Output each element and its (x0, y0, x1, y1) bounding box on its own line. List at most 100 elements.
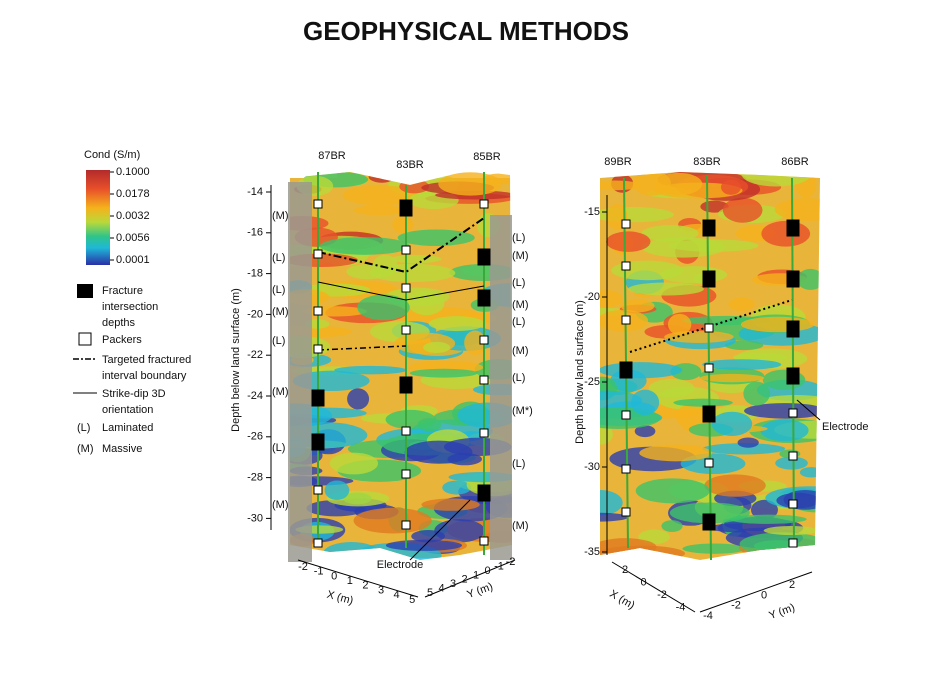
packer-marker (621, 464, 631, 474)
blob (334, 365, 407, 375)
blob (739, 532, 820, 556)
legend-text: Laminated (102, 422, 153, 434)
blob (600, 545, 686, 560)
blob (329, 452, 379, 475)
blob (438, 172, 503, 196)
lithology-label: (M) (272, 306, 289, 318)
blob (353, 205, 406, 216)
lithology-label: (M) (272, 210, 289, 222)
legend-text: intersection (102, 301, 158, 313)
blob (761, 220, 811, 247)
packer-marker (313, 199, 323, 209)
y2-axis (699, 571, 813, 613)
electrode-pointer (796, 399, 821, 421)
packer-marker (621, 507, 631, 517)
packer-marker (401, 520, 411, 530)
lithology-label: (M) (512, 250, 529, 262)
packer-marker (401, 283, 411, 293)
blob (353, 507, 432, 534)
blob (743, 381, 770, 406)
fracture-marker (477, 484, 491, 502)
annotation: Electrode (822, 421, 868, 433)
lithology-label: (L) (272, 252, 285, 264)
packer-marker (313, 249, 323, 259)
lithology-label: (L) (512, 277, 525, 289)
fracture-marker (702, 219, 716, 237)
lithology-label: (M) (272, 386, 289, 398)
legend-title: Cond (S/m) (84, 149, 140, 161)
borehole-label: 83BR (693, 156, 721, 168)
blob (704, 474, 766, 497)
y2-tick-label: -1 (494, 561, 504, 573)
x-tick-label: 2 (622, 564, 628, 576)
packer-marker (401, 426, 411, 436)
borehole-label: 87BR (318, 150, 346, 162)
color-bar-label: 0.0001 (116, 254, 150, 266)
blob (720, 179, 742, 195)
blob (421, 498, 480, 511)
blob (634, 425, 656, 438)
blob (799, 467, 820, 478)
lithology-label: (M) (512, 520, 529, 532)
legend-text: Fracture (102, 285, 143, 297)
x-axis-label: X (m) (607, 588, 636, 612)
fracture-marker (311, 433, 325, 451)
blob (428, 316, 485, 332)
packer-marker (788, 538, 798, 548)
blob (600, 390, 643, 411)
x-axis-label: X (m) (325, 589, 354, 608)
lithology-label: (M) (272, 499, 289, 511)
blob (763, 526, 819, 536)
blob (392, 215, 414, 234)
x-tick-label: 4 (394, 589, 400, 601)
lithology-label: (M) (512, 345, 529, 357)
blob (729, 514, 807, 524)
y-tick-label: -25 (584, 376, 600, 388)
fracture-marker (399, 376, 413, 394)
fracture-marker (477, 248, 491, 266)
x-tick-label: -2 (657, 589, 667, 601)
y2-tick-label: 1 (473, 569, 479, 581)
blob (434, 519, 485, 543)
packer-marker (621, 219, 631, 229)
fracture-marker (477, 289, 491, 307)
fracture-marker (399, 199, 413, 217)
fracture-marker (619, 361, 633, 379)
blob (774, 198, 820, 221)
x-tick-label: 0 (331, 570, 337, 582)
y2-axis-label: Y (m) (465, 581, 494, 601)
blob (795, 172, 817, 198)
borehole-label: 83BR (396, 159, 424, 171)
blob (347, 388, 370, 410)
lithology-label: (L) (512, 372, 525, 384)
blob (699, 373, 765, 383)
legend-text: Packers (102, 334, 142, 346)
color-bar (86, 170, 110, 265)
y-tick-label: -28 (247, 472, 263, 484)
y-tick-label: -22 (247, 349, 263, 361)
fracture-marker (702, 270, 716, 288)
x-tick-label: -2 (298, 561, 308, 573)
blob (620, 299, 655, 313)
blob (423, 341, 451, 353)
packer-marker (704, 458, 714, 468)
blob (417, 418, 442, 432)
blob (369, 263, 456, 283)
lithology-label: (L) (272, 335, 285, 347)
blob (722, 197, 763, 223)
annotation: Electrode (377, 559, 423, 571)
legend-text: (L) (77, 422, 90, 434)
packer-marker (788, 451, 798, 461)
y-tick-label: -26 (247, 431, 263, 443)
x-tick-label: 2 (362, 580, 368, 592)
blob (628, 282, 704, 296)
x-tick-label: 5 (409, 594, 415, 606)
legend-text: Targeted fractured (102, 354, 191, 366)
lithology-label: (L) (512, 232, 525, 244)
packer-marker (479, 428, 489, 438)
blob (760, 419, 809, 442)
y2-tick-label: -4 (703, 610, 713, 622)
blob (600, 490, 623, 516)
packer-marker (401, 245, 411, 255)
